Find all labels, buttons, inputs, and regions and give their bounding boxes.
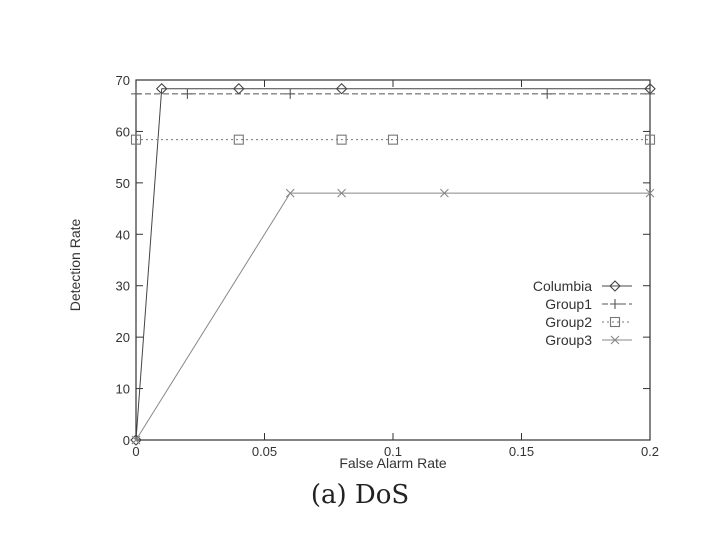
x-tick-label: 0.1 bbox=[384, 444, 402, 459]
legend: Columbia Group1 Group2 Group3 bbox=[533, 278, 632, 348]
legend-marker-group2 bbox=[609, 316, 621, 328]
x-tick-label: 0 bbox=[132, 444, 139, 459]
legend-marker-columbia bbox=[609, 280, 621, 292]
series-group2 bbox=[130, 134, 656, 145]
series-group1 bbox=[131, 88, 655, 99]
data-point-group2 bbox=[233, 134, 244, 145]
legend-marker-group1 bbox=[610, 299, 620, 309]
data-point-group1 bbox=[645, 88, 655, 99]
y-tick-label: 20 bbox=[116, 330, 130, 345]
data-point-group2 bbox=[644, 134, 656, 145]
axes: 0 0.05 0.1 0.15 0.2 0 10 20 30 40 50 60 70 False Alar… bbox=[67, 73, 659, 471]
data-point-group3 bbox=[285, 188, 295, 198]
data-point-columbia bbox=[130, 434, 142, 446]
data-point-group3 bbox=[337, 188, 346, 198]
data-point-columbia bbox=[155, 82, 168, 95]
y-tick-label: 50 bbox=[116, 176, 130, 191]
data-point-group3 bbox=[645, 188, 655, 198]
x-tick-label: 0.2 bbox=[641, 444, 659, 459]
data-point-group1 bbox=[542, 88, 553, 99]
y-tick-label: 0 bbox=[123, 433, 130, 448]
legend-label-columbia: Columbia bbox=[533, 278, 592, 294]
x-tick-label: 0.15 bbox=[509, 444, 534, 459]
data-point-group2 bbox=[387, 134, 399, 145]
legend-label-group3: Group3 bbox=[545, 332, 592, 348]
data-point-group2 bbox=[130, 134, 142, 145]
x-tick-label: 0.05 bbox=[252, 444, 277, 459]
series-group3 bbox=[131, 188, 655, 445]
data-point-columbia bbox=[335, 82, 348, 95]
series-columbia bbox=[130, 82, 656, 446]
data-point-group1 bbox=[131, 88, 141, 99]
y-tick-label: 30 bbox=[116, 279, 130, 294]
chart: 0 0.05 0.1 0.15 0.2 0 10 20 30 40 50 60 70 False Alar… bbox=[67, 73, 659, 471]
series-layer bbox=[130, 82, 656, 446]
y-tick-label: 60 bbox=[116, 124, 130, 139]
data-point-group2 bbox=[336, 134, 347, 145]
y-tick-label: 10 bbox=[116, 382, 130, 397]
legend-label-group2: Group2 bbox=[545, 314, 592, 330]
data-point-group3 bbox=[440, 188, 449, 198]
figure-caption: (a) DoS bbox=[310, 480, 410, 510]
data-point-group3 bbox=[131, 435, 141, 445]
y-tick-label: 40 bbox=[116, 227, 130, 242]
plot-frame bbox=[135, 79, 651, 441]
data-point-group1 bbox=[285, 88, 296, 99]
y-axis-label: Detection Rate bbox=[67, 218, 83, 311]
legend-label-group1: Group1 bbox=[545, 296, 592, 312]
data-point-group1 bbox=[182, 88, 193, 99]
x-axis-label: False Alarm Rate bbox=[339, 455, 447, 471]
legend-marker-group3 bbox=[610, 335, 620, 345]
y-tick-label: 70 bbox=[116, 73, 130, 88]
series-line-columbia bbox=[135, 88, 650, 441]
